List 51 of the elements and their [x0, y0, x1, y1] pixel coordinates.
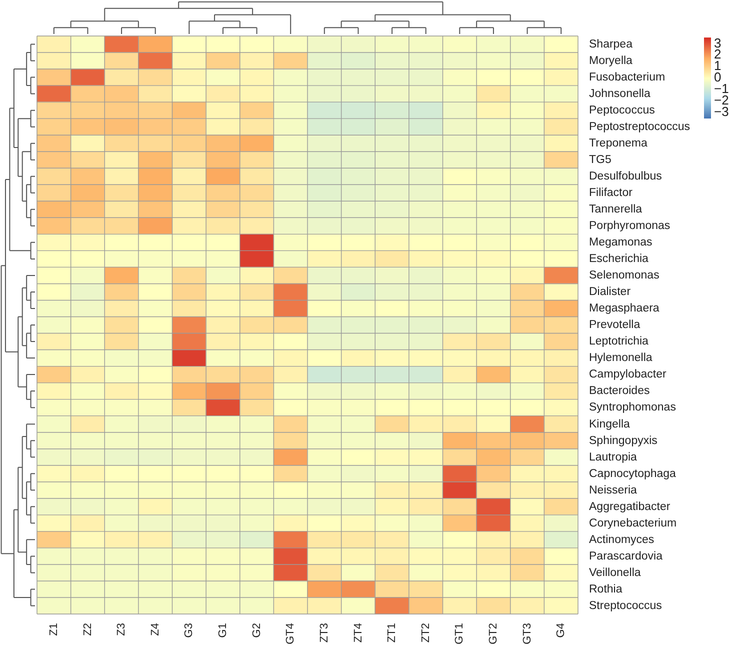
x-tick-label: ZT3 [318, 623, 330, 643]
y-tick-label: Escherichia [589, 253, 650, 266]
x-tick-label: GT4 [284, 623, 297, 644]
y-tick-label: Streptococcus [589, 600, 662, 612]
y-tick-label: Leptotrichia [589, 336, 650, 348]
x-tick-label: G2 [250, 623, 263, 638]
y-tick-label: Peptococcus [589, 104, 656, 116]
y-tick-label: Veillonella [589, 566, 642, 579]
y-tick-label: TG5 [589, 154, 612, 166]
x-tick-label: ZT1 [386, 623, 398, 643]
x-tick-label: GT3 [521, 623, 534, 644]
y-tick-label: Actinomyces [589, 534, 654, 546]
y-tick-label: Bacteroides [589, 385, 650, 398]
y-tick-label: Neisseria [589, 484, 638, 496]
x-tick-label: Z4 [149, 623, 162, 636]
y-tick-label: Campylobacter [589, 368, 667, 381]
y-tick-label: Parascardovia [589, 550, 664, 562]
y-tick-label: Porphyromonas [589, 220, 670, 232]
y-tick-label: Kingella [589, 418, 631, 430]
y-tick-label: Megasphaera [589, 302, 660, 315]
y-tick-label: Aggregatibacter [589, 500, 670, 513]
x-tick-label: G4 [555, 623, 568, 638]
y-tick-label: Dialister [589, 286, 631, 298]
x-tick-label: ZT2 [420, 623, 432, 643]
y-tick-label: Peptostreptococcus [589, 121, 690, 133]
y-tick-label: Corynebacterium [589, 517, 677, 530]
x-tick-label: GT2 [488, 623, 500, 644]
y-tick-label: Moryella [589, 54, 634, 67]
y-tick-label: Desulfobulbus [589, 170, 662, 183]
y-tick-label: Capnocytophaga [589, 468, 677, 480]
y-tick-label: Rothia [589, 583, 623, 596]
y-tick-label: Sphingopyxis [589, 434, 658, 447]
y-tick-label: Selenomonas [589, 270, 660, 282]
y-tick-label: Filifactor [589, 187, 633, 200]
y-tick-label: Megamonas [589, 236, 653, 249]
y-tick-label: Sharpea [589, 38, 634, 50]
x-tick-label: G1 [217, 623, 229, 638]
y-tick-label: Syntrophomonas [589, 402, 676, 414]
x-tick-label: Z3 [116, 623, 128, 636]
x-tick-label: ZT4 [352, 623, 364, 643]
y-tick-label: Tannerella [589, 204, 643, 216]
x-tick-label: Z1 [48, 623, 60, 636]
y-tick-label: Hylemonella [589, 352, 653, 364]
x-tick-label: GT1 [454, 623, 466, 644]
y-tick-label: Fusobacterium [589, 71, 666, 84]
y-tick-label: Johnsonella [589, 88, 651, 100]
x-tick-label: Z2 [82, 623, 94, 636]
y-tick-label: Lautropia [589, 451, 638, 464]
x-tick-label: G3 [183, 623, 196, 638]
y-tick-label: Prevotella [589, 319, 641, 332]
y-tick-label: Treponema [589, 138, 648, 150]
